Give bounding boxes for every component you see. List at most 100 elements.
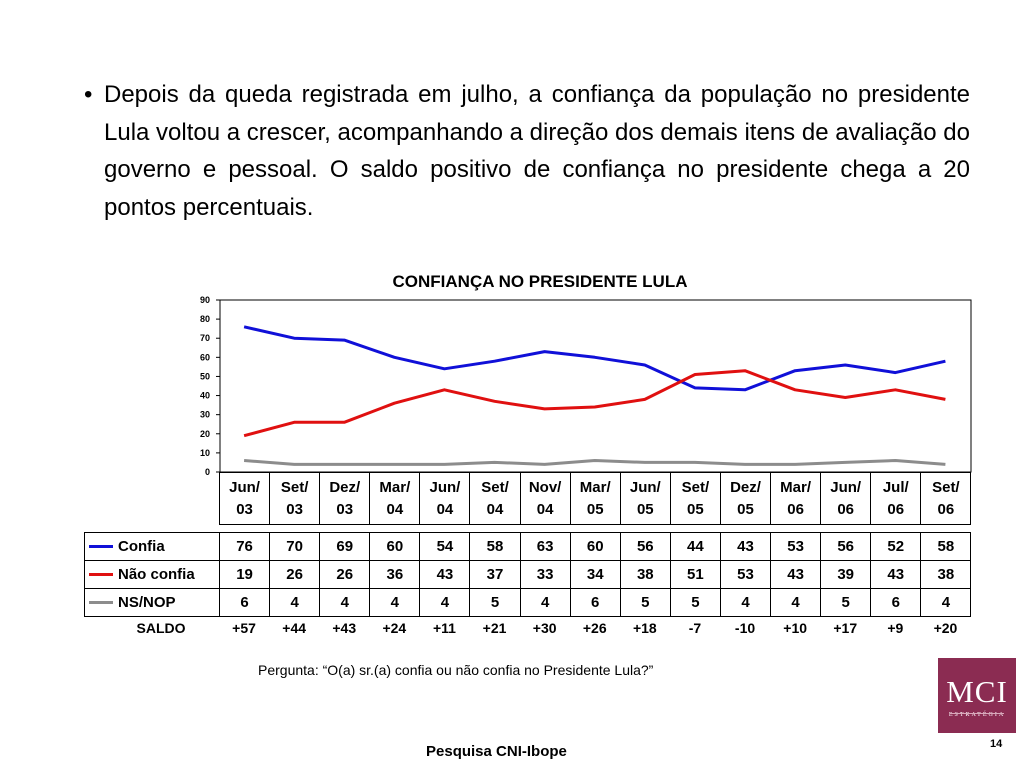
bullet-text: Depois da queda registrada em julho, a c…: [104, 81, 970, 221]
x-tick-label: Dez/05: [719, 472, 772, 525]
saldo-value: +18: [632, 620, 657, 636]
saldo-value: +10: [783, 620, 808, 636]
data-label: 56: [820, 532, 872, 561]
data-label: 4: [920, 588, 972, 617]
data-label: 43: [770, 560, 822, 589]
data-label: 70: [269, 532, 321, 561]
logo-rule: [950, 713, 1004, 714]
logo-main-text: MCI: [946, 674, 1008, 709]
data-label: 4: [419, 588, 471, 617]
data-label: 60: [369, 532, 421, 561]
plot-area-frame: [219, 299, 972, 473]
x-tick-label: Mar/06: [770, 472, 822, 525]
legend-swatch: [89, 544, 113, 548]
series-line-confia: [243, 325, 946, 392]
data-label: 58: [920, 532, 972, 561]
saldo-value: +30: [532, 620, 557, 636]
x-tick-label: Jul/06: [870, 472, 922, 525]
source-label: Pesquisa CNI-Ibope: [426, 743, 567, 760]
x-tick-label: Jun/05: [619, 472, 671, 525]
table-row: NS/NOP 6 4 4 4 4 5 4 6 5 5 4 4 5 6 4: [84, 588, 972, 617]
y-tick-label: 80: [200, 314, 210, 324]
x-tick-label: Mar/05: [569, 472, 621, 525]
y-tick-label: 40: [200, 391, 210, 401]
data-label: 38: [920, 560, 972, 589]
data-label: 51: [669, 560, 721, 589]
saldo-value: -10: [734, 620, 756, 636]
y-tick-label: 90: [200, 295, 210, 305]
table-row: Confia 76 70 69 60 54 58 63 60 56 44 43 53 56 52 58: [84, 532, 972, 561]
data-label: 26: [319, 560, 371, 589]
data-label: 26: [269, 560, 321, 589]
data-label: 76: [218, 532, 271, 561]
data-label: 19: [218, 560, 271, 589]
y-tick-label: 50: [200, 371, 210, 381]
data-label: 43: [419, 560, 471, 589]
series-line-ns-nop: [243, 459, 946, 466]
saldo-value: +26: [582, 620, 607, 636]
legend-swatch: [89, 600, 113, 604]
data-label: 56: [619, 532, 671, 561]
saldo-value: -7: [688, 620, 702, 636]
data-label: 5: [469, 588, 521, 617]
x-tick-label: Set/06: [920, 472, 972, 525]
data-label: 5: [619, 588, 671, 617]
saldo-value: +57: [232, 620, 256, 636]
legend-label: Confia: [118, 538, 165, 555]
logo-sub-text: ESTRATÉGIA: [948, 712, 1006, 718]
data-label: 4: [519, 588, 571, 617]
x-tick-label: Set/05: [669, 472, 721, 525]
data-label: 39: [820, 560, 872, 589]
data-label: 44: [669, 532, 721, 561]
data-label: 6: [569, 588, 621, 617]
saldo-label: SALDO: [136, 620, 186, 636]
x-tick-label: Jun/03: [218, 472, 271, 525]
series-line-n-o-confia: [243, 369, 946, 438]
x-tick-label: Jun/06: [820, 472, 872, 525]
y-tick-label: 70: [200, 333, 210, 343]
saldo-value: +20: [933, 620, 958, 636]
saldo-value: +11: [432, 620, 456, 636]
legend-label: Não confia: [118, 566, 195, 583]
y-tick-label: 10: [200, 448, 210, 458]
y-tick-label: 30: [200, 410, 210, 420]
saldo-value: +17: [833, 620, 858, 636]
saldo-value: +24: [382, 620, 407, 636]
legend-entry: Não confia: [84, 560, 220, 589]
x-tick-label: Nov/04: [519, 472, 571, 525]
data-label: 36: [369, 560, 421, 589]
y-tick-label: 0: [205, 467, 210, 477]
data-label: 43: [719, 532, 772, 561]
data-label: 4: [319, 588, 371, 617]
x-tick-label: Mar/04: [369, 472, 421, 525]
data-label: 6: [870, 588, 922, 617]
y-axis-ticks: 0 10 20 30 40 50 60 70 80 90: [200, 295, 220, 477]
x-tick-label: Jun/04: [419, 472, 471, 525]
data-label: 37: [469, 560, 521, 589]
page-number: 14: [990, 738, 1003, 750]
legend-entry: Confia: [84, 532, 220, 561]
date-header-table: Jun/03 Set/03 Dez/03 Mar/04 Jun/04 Set/04 Nov/…: [218, 472, 972, 525]
data-label: 5: [669, 588, 721, 617]
x-tick-label: Set/04: [469, 472, 521, 525]
data-label: 4: [369, 588, 421, 617]
data-label: 38: [619, 560, 671, 589]
legend-swatch: [89, 572, 113, 576]
data-label: 60: [569, 532, 621, 561]
data-label: 34: [569, 560, 621, 589]
y-tick-label: 60: [200, 352, 210, 362]
saldo-value: +44: [282, 620, 307, 636]
y-tick-label: 20: [200, 429, 210, 439]
bullet-dot: •: [84, 81, 93, 108]
data-table: Confia 76 70 69 60 54 58 63 60 56 44 43 53 56 52 58 Não …: [84, 532, 972, 617]
x-tick-label: Dez/03: [319, 472, 371, 525]
data-label: 4: [719, 588, 772, 617]
x-tick-label: Set/03: [269, 472, 321, 525]
data-label: 58: [469, 532, 521, 561]
table-row: Não confia 19 26 26 36 43 37 33 34 38 51 53 43 39 43 38: [84, 560, 972, 589]
mci-logo: MCI ESTRATÉGIA: [938, 658, 1016, 733]
series-lines: [243, 325, 946, 466]
data-label: 6: [218, 588, 271, 617]
data-label: 52: [870, 532, 922, 561]
